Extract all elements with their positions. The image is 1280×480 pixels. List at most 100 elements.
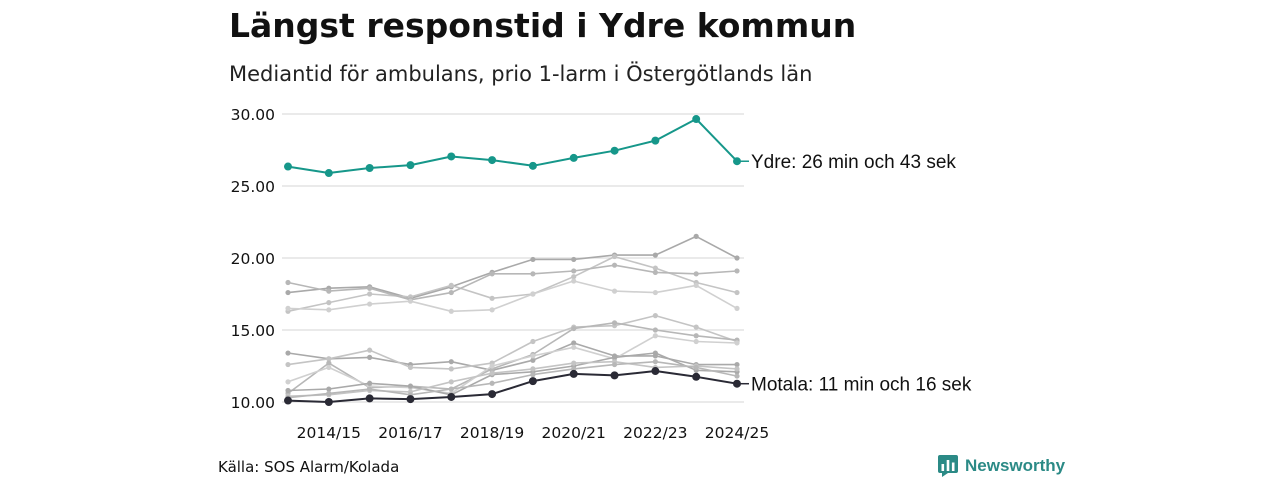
data-point (326, 300, 332, 306)
other-municipality-lines (285, 233, 740, 401)
x-tick-label: 2014/15 (297, 424, 361, 442)
data-point (692, 372, 701, 381)
series-kommun-c (285, 262, 740, 303)
data-point (611, 253, 618, 260)
data-point (448, 379, 454, 385)
data-point (489, 307, 495, 313)
data-point (326, 288, 332, 294)
data-point (734, 289, 740, 296)
data-point (407, 383, 414, 389)
series-line (287, 314, 738, 370)
series-line (287, 352, 738, 396)
data-point (569, 153, 578, 162)
data-point (652, 289, 658, 296)
data-point (530, 366, 536, 372)
data-point (652, 269, 658, 275)
series-line (287, 280, 738, 313)
data-point (693, 271, 699, 277)
data-point (285, 279, 291, 286)
data-point (571, 360, 577, 366)
data-point (448, 359, 454, 365)
series-line (287, 360, 738, 399)
data-point (652, 350, 658, 356)
data-point (652, 265, 658, 271)
data-point (447, 152, 456, 161)
data-point (489, 370, 495, 376)
newsworthy-chart-icon (938, 455, 958, 477)
series-end-label-ydre: Ydre: 26 min och 43 sek (751, 152, 956, 173)
data-point (571, 325, 577, 332)
data-point (734, 255, 740, 261)
data-point (326, 307, 332, 313)
series-line (287, 255, 738, 313)
series-line (287, 264, 738, 301)
series-kommun-a (285, 233, 740, 301)
data-point (611, 320, 618, 326)
data-point (652, 252, 658, 258)
x-tick-label: 2018/19 (460, 424, 524, 442)
chart-title: Längst responstid i Ydre kommun (229, 6, 857, 45)
data-point (734, 340, 740, 346)
data-point (530, 357, 536, 363)
data-point (530, 338, 536, 345)
data-point (326, 364, 332, 371)
data-point (611, 354, 618, 360)
data-point (528, 377, 537, 386)
data-point (693, 233, 699, 239)
source-note: Källa: SOS Alarm/Kolada (218, 458, 400, 476)
data-point (489, 295, 495, 301)
data-point (448, 282, 454, 288)
series-line (287, 235, 738, 300)
data-point (611, 262, 618, 268)
chart-subtitle: Mediantid för ambulans, prio 1-larm i Ös… (229, 62, 813, 86)
data-point (407, 364, 414, 371)
data-point (530, 353, 536, 359)
series-kommun-b (285, 253, 740, 314)
y-tick-label: 25.00 (231, 178, 275, 196)
data-point (610, 371, 619, 380)
data-point (367, 380, 373, 386)
data-point (285, 361, 291, 368)
series-line (287, 118, 738, 174)
x-axis-ticks: 2014/15 2016/17 2018/19 2020/21 2022/23 2024/… (297, 424, 770, 442)
data-point (488, 156, 497, 165)
line-chart: 10.00 15.00 20.00 25.00 30.00 2014/15 2016/17… (231, 106, 972, 442)
series-line (287, 334, 738, 395)
x-tick-label: 2016/17 (378, 424, 442, 442)
series-kommun-h (285, 333, 740, 396)
data-point (652, 313, 658, 319)
data-point (367, 354, 373, 360)
data-point (406, 161, 415, 170)
data-point (326, 360, 332, 366)
series-kommun-d (285, 278, 740, 314)
data-point (571, 340, 577, 346)
data-point (285, 379, 291, 385)
x-tick-label: 2024/25 (705, 424, 769, 442)
data-point (571, 274, 577, 280)
series-line (287, 342, 737, 372)
data-point (734, 305, 740, 311)
brand-name: Newsworthy (965, 456, 1066, 475)
data-point (489, 380, 495, 386)
data-point (447, 392, 456, 401)
series-line (287, 360, 738, 397)
data-point (285, 350, 291, 356)
data-point (367, 301, 373, 307)
x-tick-label: 2020/21 (542, 424, 606, 442)
data-point (365, 164, 374, 172)
y-tick-label: 15.00 (231, 322, 275, 340)
data-point (693, 324, 699, 330)
x-tick-label: 2022/23 (623, 424, 687, 442)
data-point (448, 289, 454, 296)
data-point (652, 327, 658, 333)
y-tick-label: 30.00 (231, 106, 275, 124)
data-point (693, 282, 699, 288)
series-kommun-f (285, 313, 740, 372)
series-ydre (284, 115, 741, 178)
data-point (530, 291, 536, 297)
data-point (693, 338, 699, 345)
data-point (284, 162, 292, 171)
data-point (611, 288, 618, 294)
data-point (571, 278, 577, 284)
data-point (367, 291, 373, 297)
